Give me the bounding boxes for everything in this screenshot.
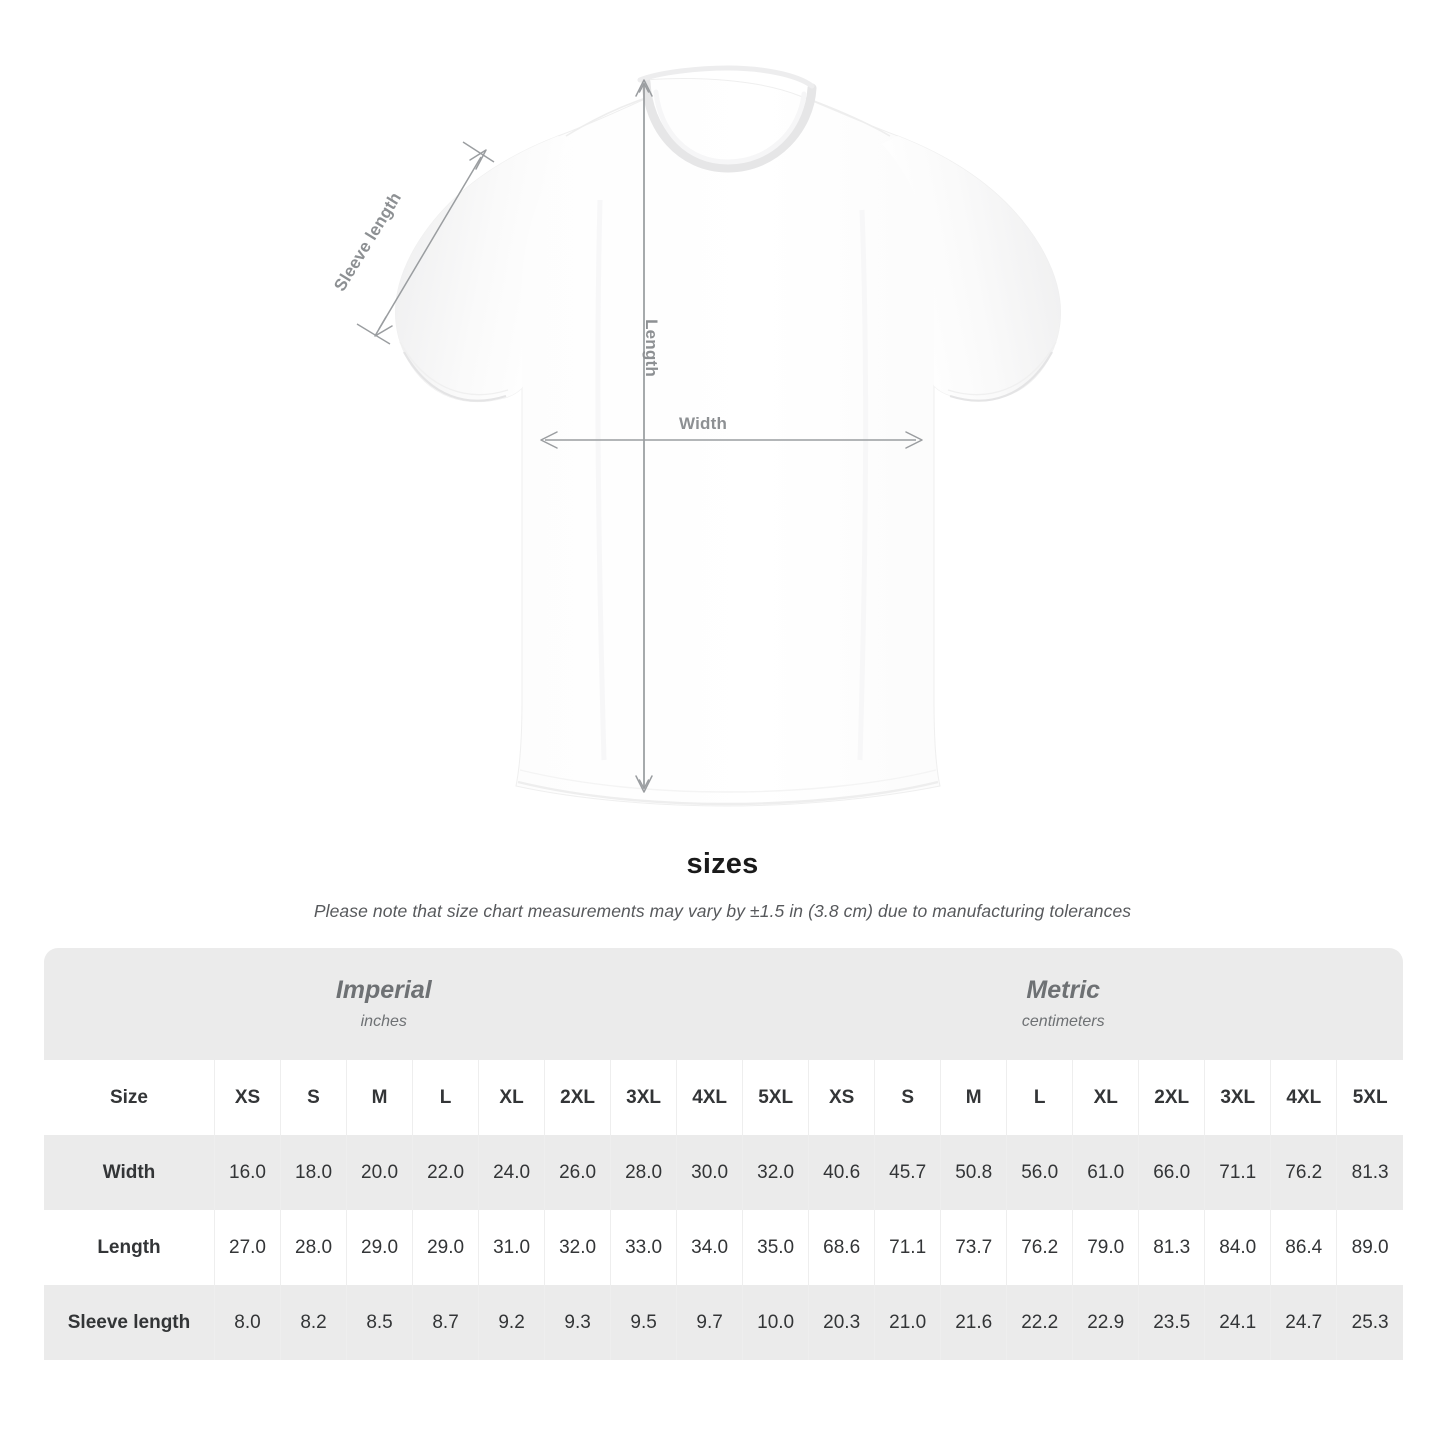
- cell-width-met-0: 40.6: [808, 1135, 876, 1210]
- header-size-met-5: 2XL: [1138, 1060, 1206, 1135]
- cell-length-imp-7: 34.0: [676, 1210, 744, 1285]
- cell-width-imp-1: 18.0: [280, 1135, 348, 1210]
- cell-sleeve-imp-1: 8.2: [280, 1285, 348, 1360]
- cell-sleeve-imp-5: 9.3: [544, 1285, 612, 1360]
- cell-length-met-6: 84.0: [1204, 1210, 1272, 1285]
- cell-length-imp-2: 29.0: [346, 1210, 414, 1285]
- tshirt-shape: [395, 65, 1061, 807]
- cell-sleeve-imp-3: 8.7: [412, 1285, 480, 1360]
- cell-width-met-8: 81.3: [1336, 1135, 1403, 1210]
- metric-subtitle: centimeters: [1021, 1013, 1105, 1031]
- cell-length-met-0: 68.6: [808, 1210, 876, 1285]
- size-chart-table: Imperial inches Metric centimeters Size …: [44, 948, 1403, 1400]
- header-size-imp-6: 3XL: [610, 1060, 678, 1135]
- cell-sleeve-met-5: 23.5: [1138, 1285, 1206, 1360]
- cell-width-met-2: 50.8: [940, 1135, 1008, 1210]
- cell-length-imp-6: 33.0: [610, 1210, 678, 1285]
- header-size-imp-4: XL: [478, 1060, 546, 1135]
- cell-width-met-3: 56.0: [1006, 1135, 1074, 1210]
- cell-width-imp-0: 16.0: [214, 1135, 282, 1210]
- header-size-imp-1: S: [280, 1060, 348, 1135]
- cell-length-imp-4: 31.0: [478, 1210, 546, 1285]
- cell-length-met-8: 89.0: [1336, 1210, 1403, 1285]
- cell-width-met-7: 76.2: [1270, 1135, 1338, 1210]
- length-dimension-arrow: [635, 79, 653, 793]
- cell-width-met-5: 66.0: [1138, 1135, 1206, 1210]
- header-size-met-4: XL: [1072, 1060, 1140, 1135]
- cell-sleeve-imp-4: 9.2: [478, 1285, 546, 1360]
- unit-system-metric: Metric centimeters: [724, 948, 1404, 1060]
- header-size-met-8: 5XL: [1336, 1060, 1403, 1135]
- cell-length-imp-8: 35.0: [742, 1210, 810, 1285]
- cell-width-imp-6: 28.0: [610, 1135, 678, 1210]
- header-size-met-3: L: [1006, 1060, 1074, 1135]
- cell-sleeve-imp-2: 8.5: [346, 1285, 414, 1360]
- cell-sleeve-imp-8: 10.0: [742, 1285, 810, 1360]
- cell-sleeve-met-6: 24.1: [1204, 1285, 1272, 1360]
- width-dimension-arrow: [540, 431, 923, 449]
- cell-sleeve-met-0: 20.3: [808, 1285, 876, 1360]
- cell-sleeve-met-4: 22.9: [1072, 1285, 1140, 1360]
- cell-width-imp-4: 24.0: [478, 1135, 546, 1210]
- cell-sleeve-met-3: 22.2: [1006, 1285, 1074, 1360]
- metric-title: Metric: [1026, 975, 1101, 1004]
- unit-system-band: Imperial inches Metric centimeters: [44, 948, 1403, 1060]
- header-size-imp-0: XS: [214, 1060, 282, 1135]
- imperial-subtitle: inches: [360, 1013, 407, 1031]
- cell-length-met-4: 79.0: [1072, 1210, 1140, 1285]
- cell-width-met-4: 61.0: [1072, 1135, 1140, 1210]
- row-label-width: Width: [44, 1135, 215, 1210]
- row-label-sleeve-length: Sleeve length: [44, 1285, 215, 1360]
- table-row-sleeve-length: Sleeve length 8.0 8.2 8.5 8.7 9.2 9.3 9.…: [44, 1285, 1403, 1360]
- header-size-imp-2: M: [346, 1060, 414, 1135]
- header-size-met-1: S: [874, 1060, 942, 1135]
- cell-width-imp-5: 26.0: [544, 1135, 612, 1210]
- cell-sleeve-imp-7: 9.7: [676, 1285, 744, 1360]
- header-size-imp-3: L: [412, 1060, 480, 1135]
- imperial-title: Imperial: [335, 975, 432, 1004]
- cell-sleeve-met-8: 25.3: [1336, 1285, 1403, 1360]
- cell-width-imp-3: 22.0: [412, 1135, 480, 1210]
- header-size-met-7: 4XL: [1270, 1060, 1338, 1135]
- tshirt-illustration: [356, 65, 1061, 807]
- cell-length-imp-3: 29.0: [412, 1210, 480, 1285]
- header-size-imp-8: 5XL: [742, 1060, 810, 1135]
- cell-length-imp-0: 27.0: [214, 1210, 282, 1285]
- table-row-length: Length 27.0 28.0 29.0 29.0 31.0 32.0 33.…: [44, 1210, 1403, 1285]
- sizes-heading-block: sizes Please note that size chart measur…: [0, 848, 1445, 922]
- cell-length-met-3: 76.2: [1006, 1210, 1074, 1285]
- header-size-met-0: XS: [808, 1060, 876, 1135]
- cell-width-imp-2: 20.0: [346, 1135, 414, 1210]
- cell-length-met-5: 81.3: [1138, 1210, 1206, 1285]
- cell-sleeve-met-7: 24.7: [1270, 1285, 1338, 1360]
- cell-width-imp-8: 32.0: [742, 1135, 810, 1210]
- cell-sleeve-imp-6: 9.5: [610, 1285, 678, 1360]
- sleeve-length-dimension-arrow: [356, 141, 495, 345]
- cell-width-met-1: 45.7: [874, 1135, 942, 1210]
- tshirt-diagram: Sleeve length Length Width: [330, 65, 1061, 807]
- header-size-imp-5: 2XL: [544, 1060, 612, 1135]
- row-label-length: Length: [44, 1210, 215, 1285]
- header-size-met-6: 3XL: [1204, 1060, 1272, 1135]
- cell-sleeve-met-2: 21.6: [940, 1285, 1008, 1360]
- cell-sleeve-imp-0: 8.0: [214, 1285, 282, 1360]
- page-title: sizes: [686, 848, 759, 880]
- cell-length-met-2: 73.7: [940, 1210, 1008, 1285]
- header-size-imp-7: 4XL: [676, 1060, 744, 1135]
- cell-width-met-6: 71.1: [1204, 1135, 1272, 1210]
- cell-width-imp-7: 30.0: [676, 1135, 744, 1210]
- table-row-width: Width 16.0 18.0 20.0 22.0 24.0 26.0 28.0…: [44, 1135, 1403, 1210]
- measurements-table: Size XS S M L XL 2XL 3XL 4XL 5XL XS S M …: [44, 1060, 1403, 1360]
- cell-sleeve-met-1: 21.0: [874, 1285, 942, 1360]
- tolerance-note: Please note that size chart measurements…: [313, 901, 1132, 921]
- cell-length-imp-5: 32.0: [544, 1210, 612, 1285]
- cell-length-met-7: 86.4: [1270, 1210, 1338, 1285]
- cell-length-met-1: 71.1: [874, 1210, 942, 1285]
- header-size-met-2: M: [940, 1060, 1008, 1135]
- cell-length-imp-1: 28.0: [280, 1210, 348, 1285]
- header-size-label: Size: [44, 1060, 215, 1135]
- table-header-row: Size XS S M L XL 2XL 3XL 4XL 5XL XS S M …: [44, 1060, 1403, 1135]
- unit-system-imperial: Imperial inches: [44, 948, 724, 1060]
